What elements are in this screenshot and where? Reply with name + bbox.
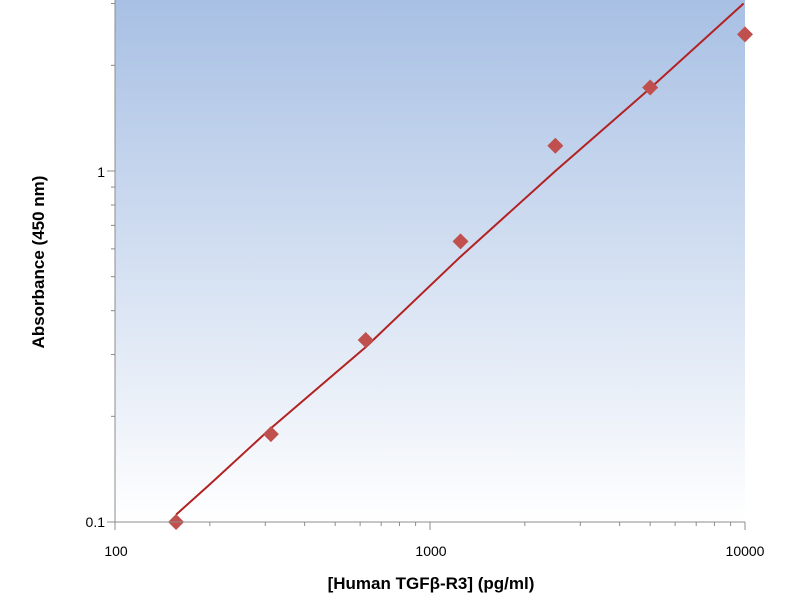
plot-area (115, 0, 745, 522)
data-point-marker (547, 137, 564, 154)
data-point-marker (357, 332, 374, 349)
x-tick-label-1000: 1000 (415, 543, 446, 559)
data-point-marker (737, 26, 753, 43)
data-point-marker (452, 233, 469, 250)
x-tick-label-10000: 10000 (726, 543, 765, 559)
y-tick-label-0-1: 0.1 (86, 514, 106, 530)
data-point-marker (262, 426, 279, 443)
y-tick-label-1: 1 (97, 164, 105, 180)
x-axis-title: [Human TGFβ-R3] (pg/ml) (328, 574, 535, 593)
data-point-marker (642, 79, 659, 96)
fit-curve (175, 2, 745, 516)
x-tick-label-100: 100 (104, 543, 128, 559)
y-axis-title: Absorbance (450 nm) (29, 176, 48, 349)
